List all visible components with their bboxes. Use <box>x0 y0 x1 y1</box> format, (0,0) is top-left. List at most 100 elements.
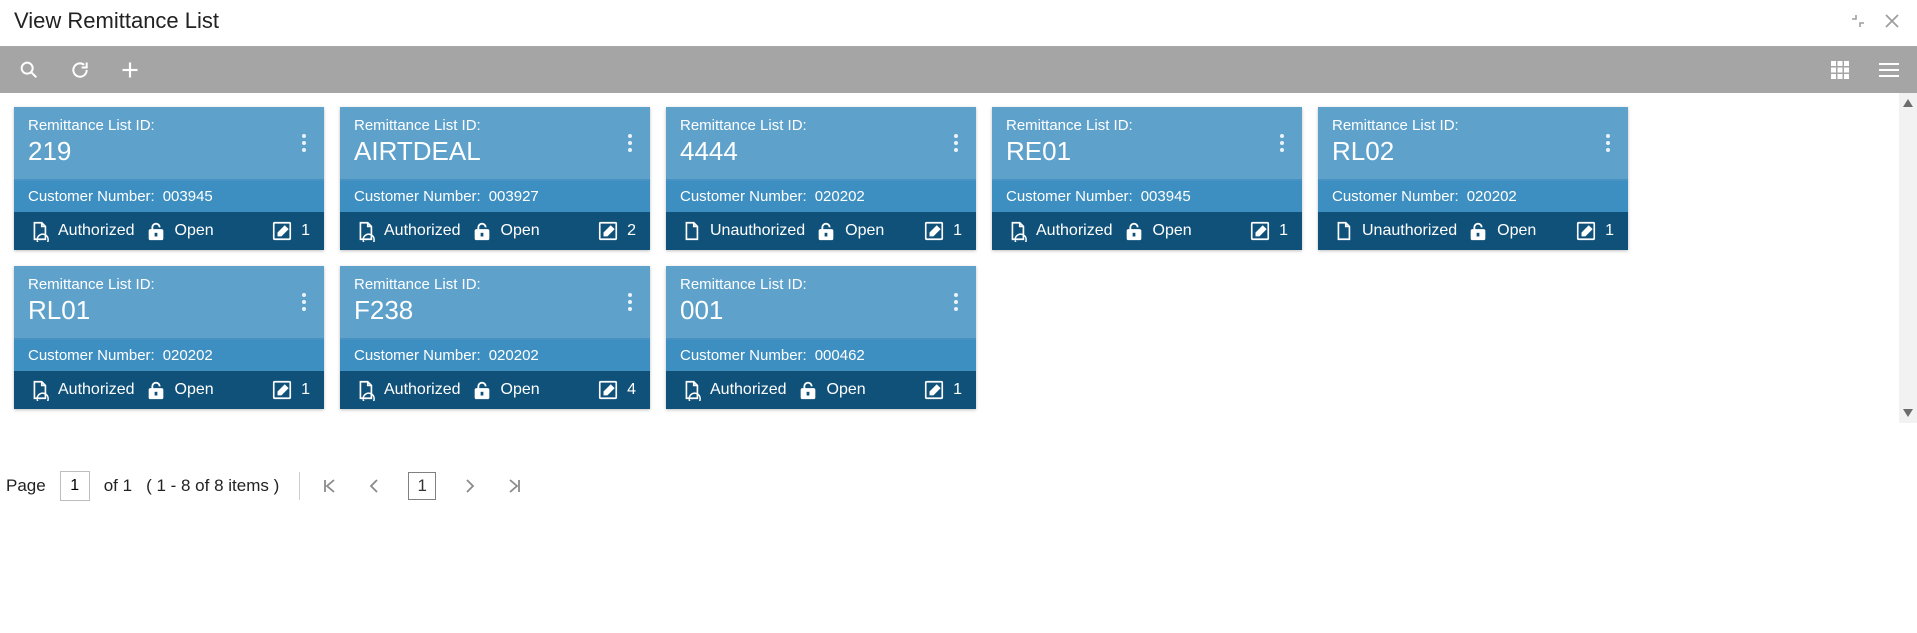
remittance-card[interactable]: Remittance List ID:001 Customer Number: 00… <box>666 266 976 409</box>
current-page-box[interactable]: 1 <box>408 472 436 500</box>
customer-label: Customer Number: <box>680 347 807 364</box>
card-status-bar: AuthorizedOpen4 <box>340 371 650 409</box>
customer-label: Customer Number: <box>28 188 155 205</box>
remittance-card[interactable]: Remittance List ID:F238Customer Number:0… <box>340 266 650 409</box>
remittance-card[interactable]: Remittance List ID:RE01Customer Number:0… <box>992 107 1302 250</box>
card-menu-icon[interactable] <box>616 129 644 157</box>
card-header: Remittance List ID: RL01 <box>14 266 324 340</box>
card-header: Remittance List ID:219 <box>14 107 324 181</box>
unlock-icon <box>1123 220 1145 242</box>
lock-status: Open <box>175 381 214 399</box>
customer-row: Customer Number:003927 <box>340 181 650 212</box>
card-menu-icon[interactable] <box>290 129 318 157</box>
id-label: Remittance List ID: <box>354 276 636 293</box>
title-bar: View Remittance List <box>0 0 1917 47</box>
card-menu-icon[interactable] <box>942 129 970 157</box>
card-header: Remittance List ID:001 <box>666 266 976 340</box>
remittance-card[interactable]: Remittance List ID: RL01 Customer Number: 0… <box>14 266 324 409</box>
page-input[interactable] <box>60 471 90 501</box>
customer-number: 020202 <box>815 188 865 205</box>
remittance-card[interactable]: Remittance List ID:RL02Customer Number:0… <box>1318 107 1628 250</box>
edit-count: 1 <box>1605 222 1614 240</box>
unlock-icon <box>1467 220 1489 242</box>
unlock-icon <box>145 379 167 401</box>
edit-icon <box>923 220 945 242</box>
card-status-bar: AuthorizedOpen1 <box>14 212 324 250</box>
close-icon[interactable] <box>1881 10 1903 32</box>
search-icon[interactable] <box>18 59 40 81</box>
card-menu-icon[interactable] <box>1594 129 1622 157</box>
edit-icon <box>597 220 619 242</box>
card-menu-icon[interactable] <box>942 288 970 316</box>
edit-count: 1 <box>301 381 310 399</box>
id-label: Remittance List ID: <box>28 276 310 293</box>
customer-label: Customer Number: <box>28 347 155 364</box>
card-menu-icon[interactable] <box>616 288 644 316</box>
scroll-up-icon[interactable] <box>1902 95 1914 111</box>
scroll-down-icon[interactable] <box>1902 405 1914 421</box>
authorized-document-icon <box>354 220 376 242</box>
edit-icon <box>1575 220 1597 242</box>
remittance-id: 4444 <box>680 136 962 167</box>
unlock-icon <box>471 379 493 401</box>
auth-status: Authorized <box>710 381 787 399</box>
authorized-document-icon <box>680 379 702 401</box>
prev-page-icon[interactable] <box>364 478 384 494</box>
grid-view-icon[interactable] <box>1831 61 1849 79</box>
customer-number: 003945 <box>163 188 213 205</box>
next-page-icon[interactable] <box>460 478 480 494</box>
customer-label: Customer Number: <box>1006 188 1133 205</box>
authorized-document-icon <box>28 220 50 242</box>
id-label: Remittance List ID: <box>680 276 962 293</box>
lock-status: Open <box>501 222 540 240</box>
customer-number: 000462 <box>815 347 865 364</box>
cards-grid: Remittance List ID:219Customer Number:00… <box>0 93 1899 423</box>
remittance-id: AIRTDEAL <box>354 136 636 167</box>
remittance-card[interactable]: Remittance List ID:4444Customer Number:0… <box>666 107 976 250</box>
customer-number: 003945 <box>1141 188 1191 205</box>
customer-number: 003927 <box>489 188 539 205</box>
card-status-bar: Authorized Open 2 <box>340 212 650 250</box>
customer-row: Customer Number: 003945 <box>14 181 324 212</box>
card-header: Remittance List ID:RL02 <box>1318 107 1628 181</box>
auth-status: Authorized <box>384 222 461 240</box>
window: View Remittance List <box>0 0 1917 519</box>
unlock-icon <box>797 379 819 401</box>
authorized-document-icon <box>1006 220 1028 242</box>
remittance-card[interactable]: Remittance List ID:219 Customer Number: 00… <box>14 107 324 250</box>
auth-status: Unauthorized <box>710 222 805 240</box>
menu-icon[interactable] <box>1879 62 1899 78</box>
customer-row: Customer Number:020202 <box>340 340 650 371</box>
customer-label: Customer Number: <box>1332 188 1459 205</box>
edit-count: 1 <box>301 222 310 240</box>
first-page-icon[interactable] <box>320 478 340 494</box>
remittance-card[interactable]: Remittance List ID:AIRTDEALCustomer Numb… <box>340 107 650 250</box>
page-range-text: ( 1 - 8 of 8 items ) <box>146 476 279 496</box>
collapse-icon[interactable] <box>1847 10 1869 32</box>
edit-icon <box>271 220 293 242</box>
card-menu-icon[interactable] <box>290 288 318 316</box>
customer-number: 020202 <box>163 347 213 364</box>
edit-count: 1 <box>1279 222 1288 240</box>
auth-status: Authorized <box>58 381 135 399</box>
window-controls <box>1847 10 1903 32</box>
last-page-icon[interactable] <box>504 478 524 494</box>
lock-status: Open <box>501 381 540 399</box>
add-icon[interactable] <box>120 60 140 80</box>
edit-count: 2 <box>627 222 636 240</box>
lock-status: Open <box>175 222 214 240</box>
edit-icon <box>597 379 619 401</box>
remittance-id: RL01 <box>28 295 310 326</box>
card-status-bar: AuthorizedOpen1 <box>666 371 976 409</box>
customer-row: Customer Number: 003945 <box>992 181 1302 212</box>
page-of-text: of 1 <box>104 476 132 496</box>
refresh-icon[interactable] <box>70 60 90 80</box>
edit-icon <box>923 379 945 401</box>
vertical-scrollbar[interactable] <box>1899 93 1917 423</box>
lock-status: Open <box>845 222 884 240</box>
pager-nav: 1 <box>320 472 524 500</box>
customer-number: 020202 <box>489 347 539 364</box>
card-menu-icon[interactable] <box>1268 129 1296 157</box>
edit-icon <box>1249 220 1271 242</box>
authorized-document-icon <box>28 379 50 401</box>
